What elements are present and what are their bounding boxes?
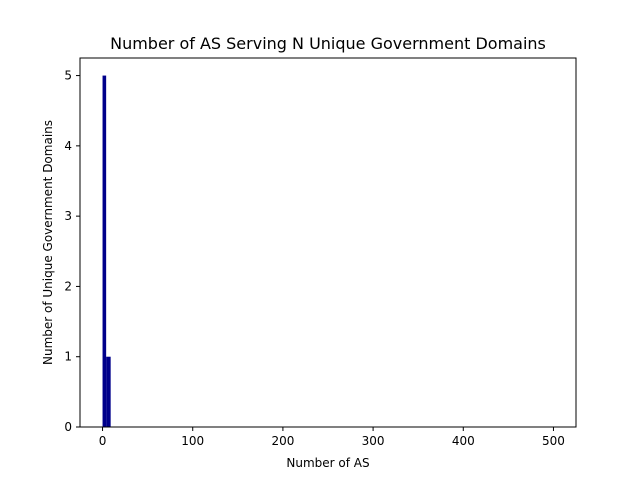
- y-axis-label: Number of Unique Government Domains: [41, 120, 55, 365]
- y-tick-label-3: 3: [64, 209, 72, 223]
- x-tick-label-3: 300: [362, 434, 385, 448]
- chart-title: Number of AS Serving N Unique Government…: [110, 34, 546, 53]
- x-tick-label-4: 400: [452, 434, 475, 448]
- x-tick-label-1: 100: [181, 434, 204, 448]
- x-tick-label-0: 0: [99, 434, 107, 448]
- x-axis-ticks: 0 100 200 300 400 500: [99, 427, 565, 448]
- x-axis-label: Number of AS: [286, 456, 369, 470]
- plot-frame: [79, 57, 577, 428]
- histogram-bar-1: [106, 356, 111, 427]
- y-tick-label-0: 0: [64, 420, 72, 434]
- y-tick-label-5: 5: [64, 69, 72, 83]
- y-tick-label-2: 2: [64, 279, 72, 293]
- x-tick-label-2: 200: [271, 434, 294, 448]
- histogram-bar-0: [102, 75, 107, 428]
- bars-group: [102, 75, 111, 428]
- y-tick-label-4: 4: [64, 139, 72, 153]
- x-tick-label-5: 500: [542, 434, 565, 448]
- y-axis-ticks: 0 1 2 3 4 5: [64, 69, 80, 434]
- y-tick-label-1: 1: [64, 350, 72, 364]
